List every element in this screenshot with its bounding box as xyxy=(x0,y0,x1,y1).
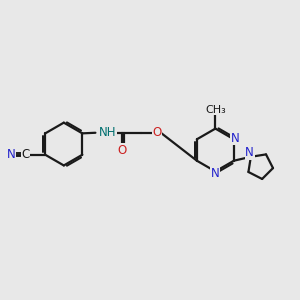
Text: O: O xyxy=(152,126,162,139)
Text: NH: NH xyxy=(99,126,117,139)
Text: N: N xyxy=(245,146,254,159)
Text: N: N xyxy=(210,167,219,180)
Text: C: C xyxy=(22,148,30,161)
Text: N: N xyxy=(7,148,16,161)
Text: O: O xyxy=(118,143,127,157)
Text: CH₃: CH₃ xyxy=(205,105,226,115)
Text: N: N xyxy=(231,132,239,145)
